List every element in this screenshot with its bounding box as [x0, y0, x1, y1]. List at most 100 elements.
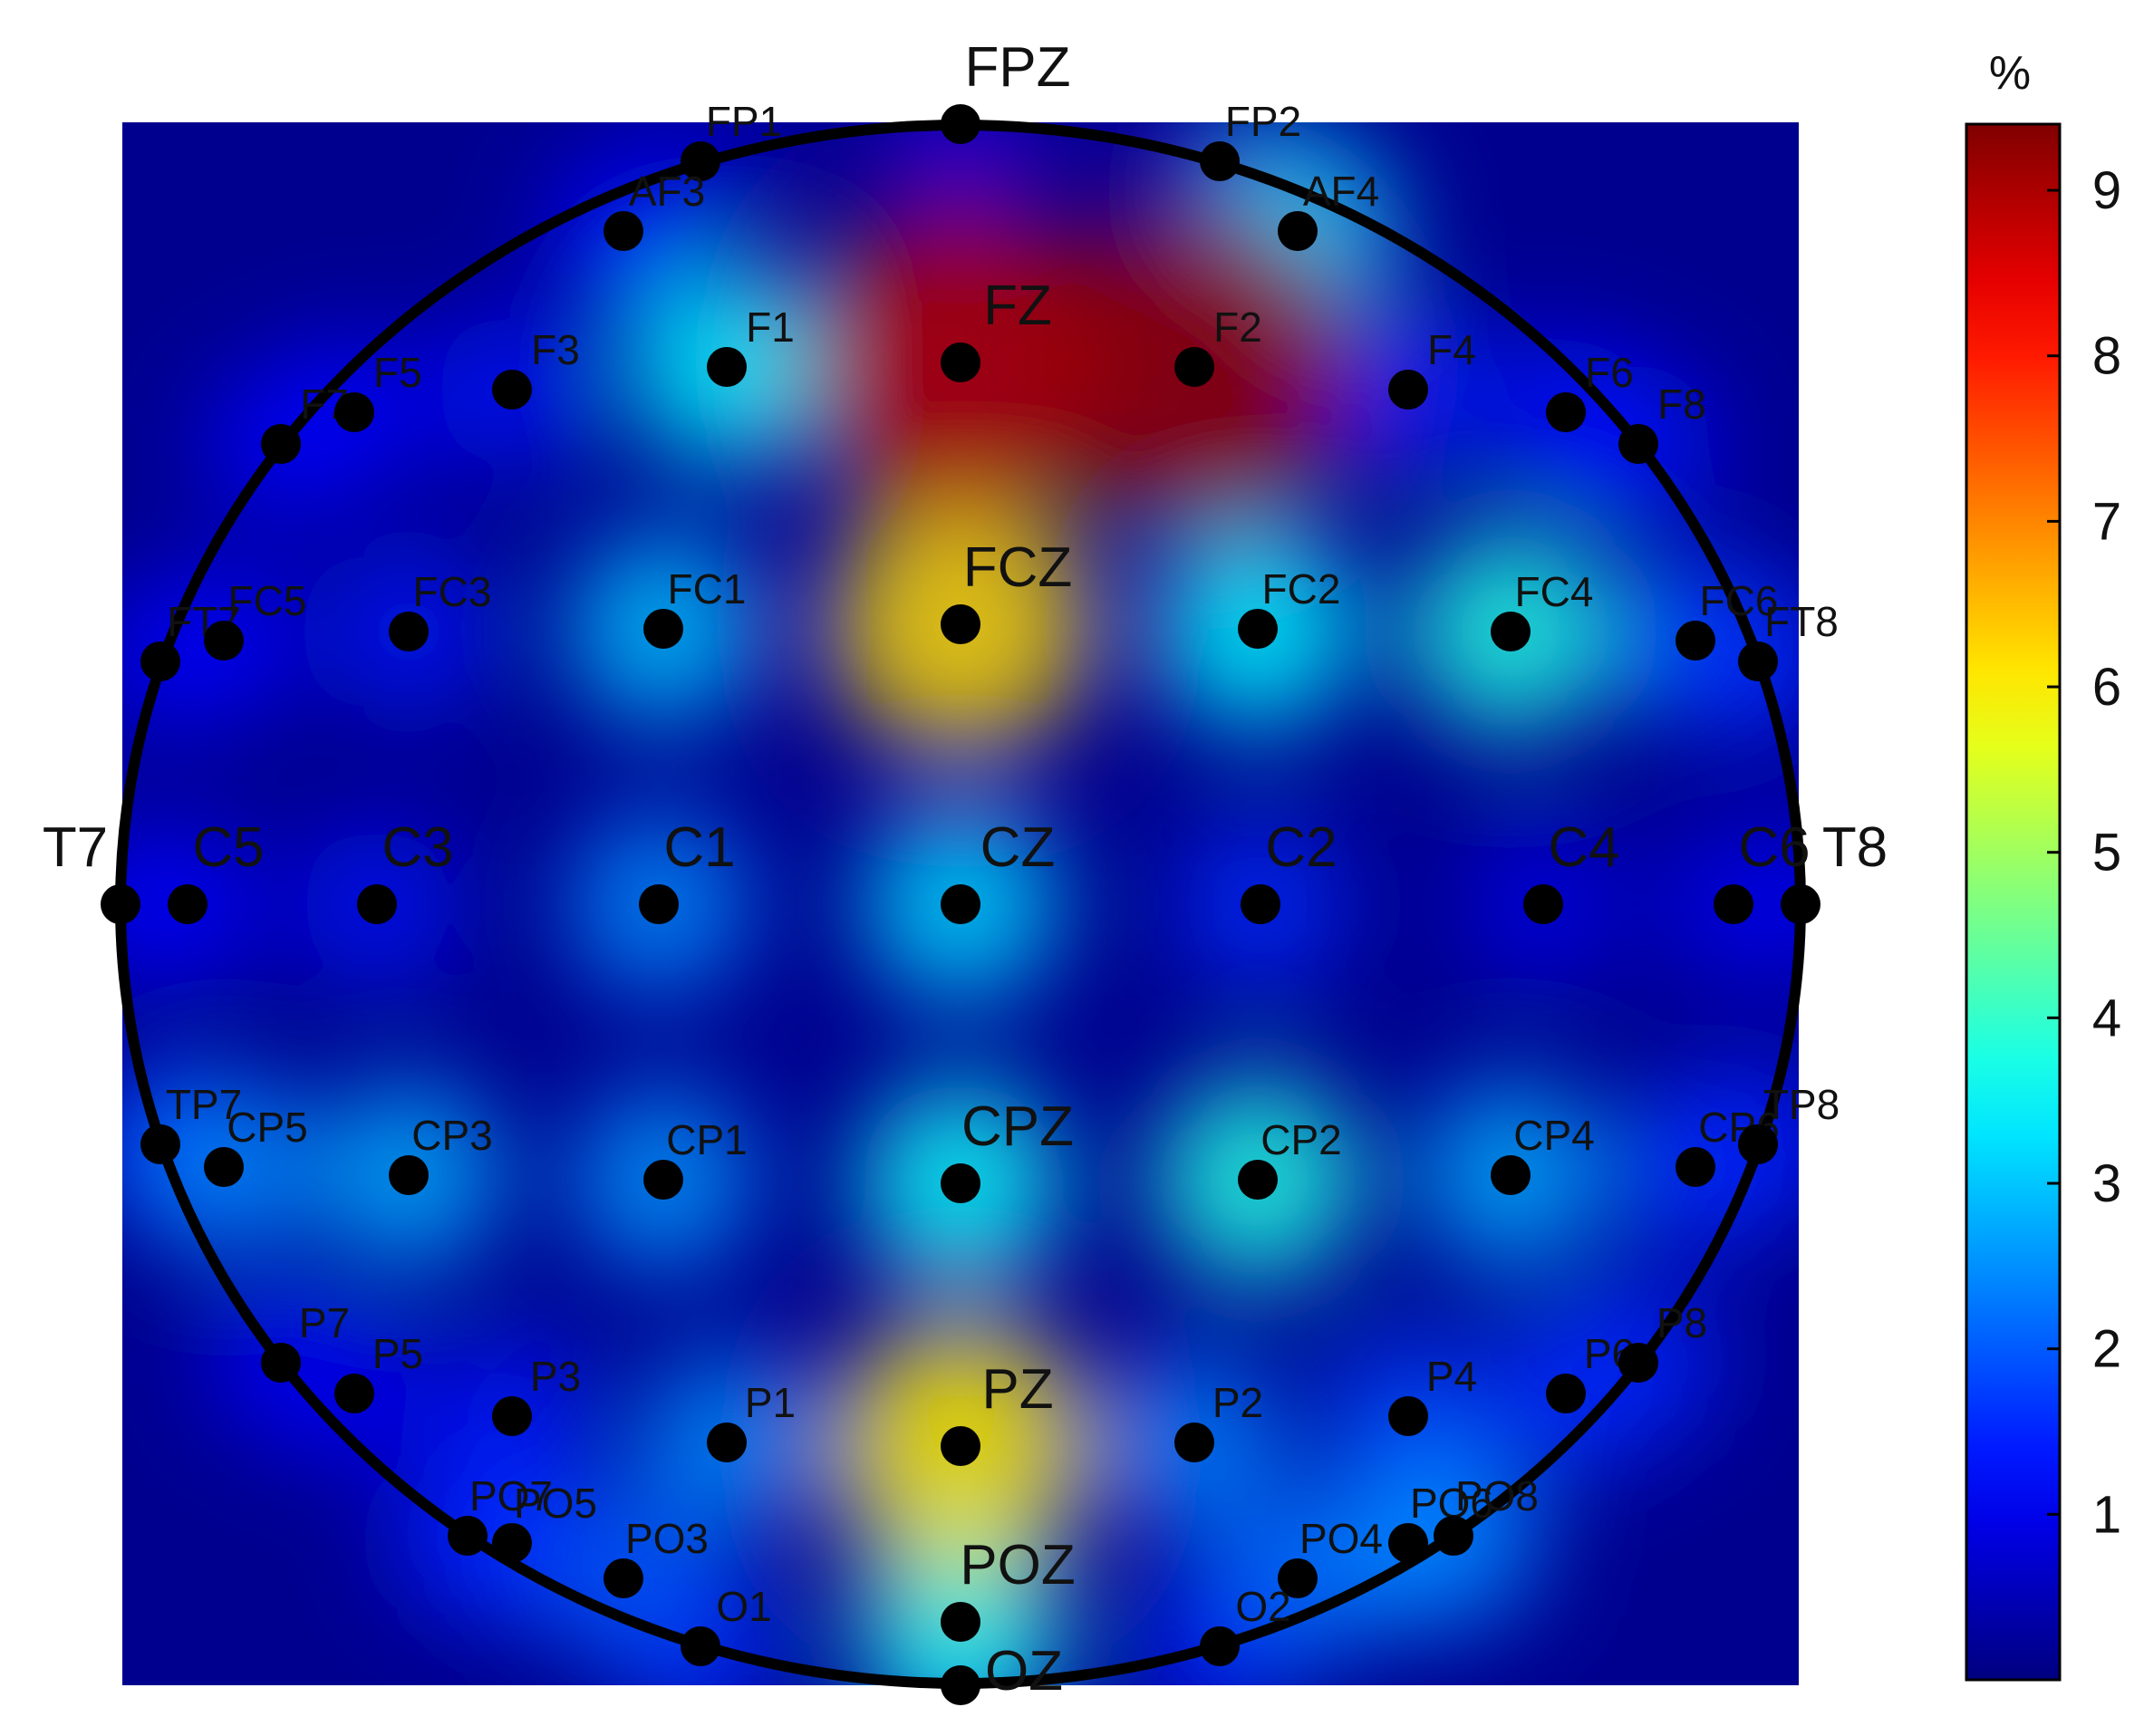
electrode-dot-f4: [1388, 370, 1428, 410]
electrode-dot-p6: [1546, 1374, 1586, 1413]
electrode-label-f5: F5: [373, 349, 422, 396]
electrode-dot-c1: [639, 884, 679, 924]
electrode-label-fp1: FP1: [706, 98, 782, 145]
electrode-dot-cp3: [389, 1155, 429, 1195]
electrode-label-f2: F2: [1213, 304, 1262, 351]
electrode-dot-po3: [604, 1558, 643, 1598]
electrode-label-o2: O2: [1235, 1583, 1290, 1630]
colorbar-tick-label: 2: [2092, 1320, 2121, 1379]
electrode-label-p2: P2: [1212, 1379, 1263, 1426]
electrode-dot-t7: [101, 884, 140, 924]
electrode-dot-fz: [941, 342, 980, 382]
electrode-label-t7: T7: [43, 816, 108, 879]
heat-blob-t8: [1726, 830, 1799, 979]
electrode-dot-p7: [261, 1343, 301, 1383]
scalp-map: [122, 122, 1799, 1685]
electrode-dot-o1: [681, 1626, 720, 1666]
electrode-dot-fc2: [1238, 609, 1278, 649]
electrode-label-f4: F4: [1427, 326, 1476, 373]
electrode-label-c2: C2: [1265, 816, 1337, 879]
electrode-dot-tp7: [140, 1124, 180, 1164]
electrode-label-af3: AF3: [629, 168, 705, 215]
electrode-label-tp7: TP7: [166, 1081, 242, 1128]
colorbar-tick-label: 5: [2092, 824, 2121, 882]
colorbar-unit-label: %: [1989, 47, 2031, 100]
colorbar-tick-label: 4: [2092, 989, 2121, 1047]
electrode-label-fc1: FC1: [668, 565, 747, 612]
electrode-dot-cp4: [1491, 1155, 1531, 1195]
electrode-dot-po6: [1388, 1523, 1428, 1563]
colorbar-tick-label: 9: [2092, 161, 2121, 220]
electrode-label-p5: P5: [372, 1330, 423, 1377]
electrode-label-fc6: FC6: [1700, 577, 1779, 624]
electrode-dot-p3: [492, 1396, 532, 1436]
electrode-dot-fc5: [204, 621, 244, 661]
electrode-dot-f8: [1618, 424, 1658, 464]
colorbar-tick-label: 6: [2092, 658, 2121, 717]
electrode-dot-af3: [604, 211, 643, 251]
electrode-label-po7: PO7: [469, 1472, 553, 1519]
electrode-label-poz: POZ: [960, 1534, 1075, 1596]
electrode-label-fc5: FC5: [228, 577, 307, 624]
colorbar-tick-label: 1: [2092, 1485, 2121, 1544]
electrode-label-p7: P7: [299, 1299, 350, 1346]
heatmap-field: [122, 122, 1799, 1685]
electrode-label-po8: PO8: [1455, 1472, 1539, 1519]
electrode-label-p8: P8: [1656, 1299, 1707, 1346]
electrode-dot-cpz: [941, 1163, 980, 1203]
electrode-dot-cp1: [643, 1160, 683, 1200]
electrode-label-f8: F8: [1657, 381, 1706, 428]
colorbar-ticks: 1 2 3 4 5 6 7 8 9: [2047, 161, 2121, 1544]
electrode-dot-pz: [941, 1426, 980, 1466]
electrode-dot-po8: [1434, 1516, 1473, 1556]
electrode-dot-fc1: [643, 609, 683, 649]
electrode-label-fc3: FC3: [413, 568, 492, 615]
electrode-dot-p4: [1388, 1396, 1428, 1436]
colorbar-gradient: [1965, 122, 2062, 1682]
electrode-label-fc2: FC2: [1262, 565, 1341, 612]
electrode-dot-o2: [1200, 1626, 1240, 1666]
electrode-label-p3: P3: [530, 1353, 581, 1400]
electrode-label-fc4: FC4: [1515, 568, 1594, 615]
electrode-dot-f6: [1546, 392, 1586, 432]
heat-blob-fpz: [888, 122, 1033, 197]
electrode-label-cz: CZ: [980, 816, 1056, 879]
electrode-label-oz: OZ: [985, 1640, 1063, 1702]
electrode-label-po3: PO3: [625, 1515, 709, 1562]
electrode-label-af4: AF4: [1303, 168, 1379, 215]
electrode-dot-poz: [941, 1602, 980, 1642]
electrode-label-cp5: CP5: [227, 1104, 307, 1151]
electrode-label-c5: C5: [192, 816, 264, 879]
electrode-dot-ft8: [1738, 641, 1778, 681]
electrode-dot-fpz: [941, 104, 980, 144]
electrode-label-pz: PZ: [981, 1358, 1053, 1421]
electrode-dot-cp5: [204, 1147, 244, 1187]
electrode-label-cp1: CP1: [666, 1116, 747, 1163]
electrode-dot-c5: [168, 884, 208, 924]
electrode-label-c6: C6: [1738, 816, 1810, 879]
electrode-dot-fcz: [941, 604, 980, 644]
electrode-dot-fc6: [1676, 621, 1715, 661]
electrode-label-cp2: CP2: [1260, 1116, 1341, 1163]
electrode-dot-t8: [1781, 884, 1820, 924]
colorbar-tick-label: 8: [2092, 327, 2121, 386]
electrode-label-c1: C1: [663, 816, 735, 879]
electrode-dot-p8: [1618, 1343, 1658, 1383]
electrode-label-fpz: FPZ: [964, 36, 1070, 99]
electrode-label-o1: O1: [716, 1583, 771, 1630]
electrode-label-c4: C4: [1548, 816, 1619, 879]
electrode-dot-cp2: [1238, 1160, 1278, 1200]
electrode-dot-po5: [492, 1523, 532, 1563]
electrode-label-t8: T8: [1822, 816, 1888, 879]
colorbar-tick-label: 3: [2092, 1154, 2121, 1213]
electrode-dot-p2: [1174, 1423, 1214, 1462]
electrode-dot-fp2: [1200, 141, 1240, 181]
electrode-dot-f3: [492, 370, 532, 410]
electrode-dot-ft7: [140, 641, 180, 681]
electrode-dot-p1: [707, 1423, 747, 1462]
electrode-dot-f5: [334, 392, 374, 432]
electrode-dot-f1: [707, 347, 747, 387]
electrode-dot-af4: [1278, 211, 1318, 251]
